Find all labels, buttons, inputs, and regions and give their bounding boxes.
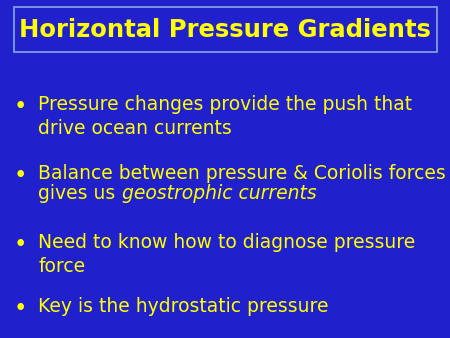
FancyBboxPatch shape	[14, 7, 436, 52]
Text: Pressure changes provide the push that
drive ocean currents: Pressure changes provide the push that d…	[38, 95, 412, 138]
Text: Key is the hydrostatic pressure: Key is the hydrostatic pressure	[38, 297, 329, 316]
Text: •: •	[14, 95, 27, 118]
Text: Balance between pressure & Coriolis forces: Balance between pressure & Coriolis forc…	[38, 164, 446, 183]
Text: •: •	[14, 233, 27, 256]
Text: Horizontal Pressure Gradients: Horizontal Pressure Gradients	[19, 18, 431, 42]
Text: •: •	[14, 164, 27, 187]
Text: geostrophic currents: geostrophic currents	[122, 184, 316, 202]
Text: gives us: gives us	[38, 184, 122, 202]
Text: •: •	[14, 297, 27, 320]
Text: Need to know how to diagnose pressure
force: Need to know how to diagnose pressure fo…	[38, 233, 415, 276]
